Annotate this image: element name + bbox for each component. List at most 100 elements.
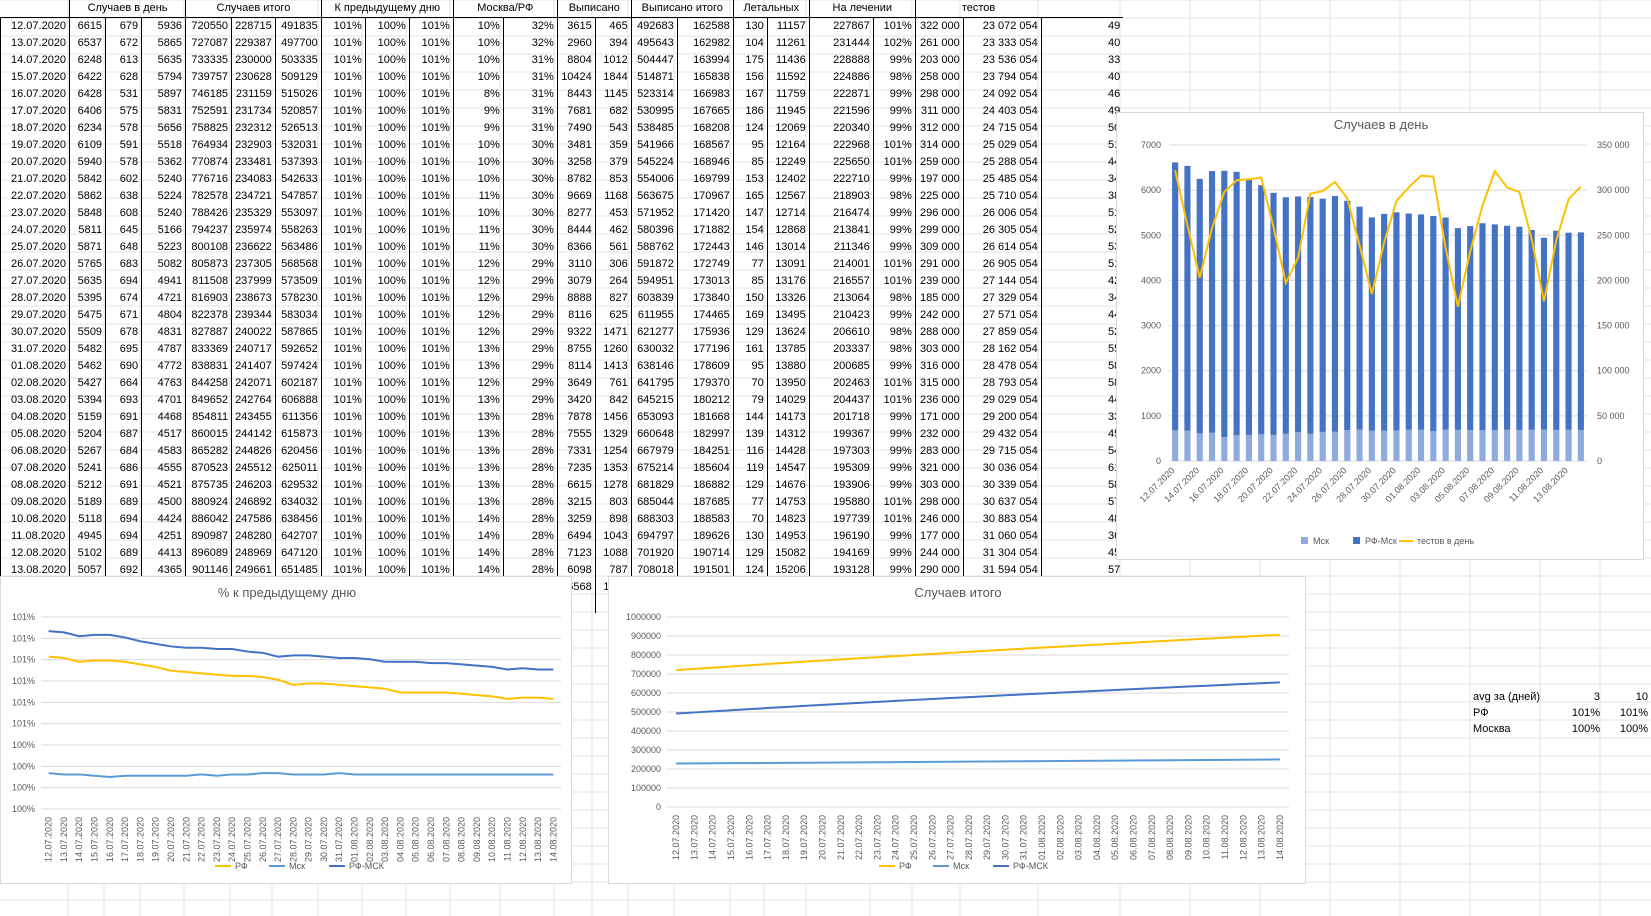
table-cell[interactable]: 101% [408,137,454,154]
table-cell[interactable]: 101% [320,222,366,239]
table-cell[interactable]: 827887 [185,324,232,341]
table-cell[interactable]: 99% [872,443,916,460]
table-cell[interactable]: 602 [105,171,142,188]
table-cell[interactable]: 4804 [141,307,186,324]
table-cell[interactable]: 833369 [185,341,232,358]
table-cell[interactable]: 553097 [274,205,322,222]
table-cell[interactable]: 5862 [69,188,106,205]
table-cell[interactable]: 197 000 [914,171,964,188]
table-cell[interactable]: 3215 [556,494,596,511]
table-cell[interactable]: 638146 [630,358,678,375]
table-cell[interactable]: 29 029 054 [962,392,1042,409]
table-cell[interactable]: 175936 [676,324,734,341]
table-cell[interactable]: 101% [320,120,366,137]
table-cell[interactable]: 27 859 054 [962,324,1042,341]
table-cell[interactable]: 202463 [808,375,874,392]
table-cell[interactable]: 28% [502,562,558,579]
table-cell[interactable]: 660648 [630,426,678,443]
table-cell[interactable]: 708018 [630,562,678,579]
row-date-cell[interactable]: 24.07.2020 [0,222,70,239]
table-cell[interactable]: 196190 [808,528,874,545]
row-date-cell[interactable]: 18.07.2020 [0,120,70,137]
table-cell[interactable]: 520857 [274,103,322,120]
row-date-cell[interactable]: 11.08.2020 [0,528,70,545]
table-cell[interactable]: 246203 [231,477,276,494]
table-cell[interactable]: 100% [364,69,410,86]
table-cell[interactable]: 5394 [69,392,106,409]
table-cell[interactable]: 200685 [808,358,874,375]
table-cell[interactable]: 9% [452,120,504,137]
table-cell[interactable]: 4500 [141,494,186,511]
table-cell[interactable]: 95 [732,358,768,375]
table-cell[interactable]: 575 [105,103,142,120]
table-cell[interactable]: 101% [408,409,454,426]
table-cell[interactable]: 100% [364,188,410,205]
table-cell[interactable]: 101% [408,375,454,392]
table-cell[interactable]: 860015 [185,426,232,443]
table-cell[interactable]: 541966 [630,137,678,154]
table-cell[interactable]: 3649 [556,375,596,392]
table-cell[interactable]: 101% [320,290,366,307]
table-cell[interactable]: 194169 [808,545,874,562]
table-cell[interactable]: 5118 [69,511,106,528]
table-cell[interactable]: 25 029 054 [962,137,1042,154]
table-cell[interactable]: 739757 [185,69,232,86]
table-cell[interactable]: 4517 [141,426,186,443]
table-cell[interactable]: 185 000 [914,290,964,307]
table-cell[interactable]: 563675 [630,188,678,205]
table-cell[interactable]: 30% [502,154,558,171]
table-cell[interactable]: 5189 [69,494,106,511]
table-cell[interactable]: 896089 [185,545,232,562]
table-cell[interactable]: 234083 [231,171,276,188]
table-cell[interactable]: 101% [320,188,366,205]
row-date-cell[interactable]: 21.07.2020 [0,171,70,188]
table-cell[interactable]: 32% [502,17,558,35]
table-cell[interactable]: 645215 [630,392,678,409]
table-cell[interactable]: 101% [408,222,454,239]
table-cell[interactable]: 104 [732,35,768,52]
table-cell[interactable]: 100% [364,307,410,324]
table-cell[interactable]: 5811 [69,222,106,239]
table-cell[interactable]: 240022 [231,324,276,341]
table-cell[interactable]: 213064 [808,290,874,307]
table-cell[interactable]: 166983 [676,86,734,103]
table-cell[interactable]: 101% [872,154,916,171]
row-date-cell[interactable]: 16.07.2020 [0,86,70,103]
table-cell[interactable]: 101% [408,528,454,545]
row-date-cell[interactable]: 31.07.2020 [0,341,70,358]
table-cell[interactable]: 8888 [556,290,596,307]
table-cell[interactable]: 359 [594,137,632,154]
table-cell[interactable]: 530995 [630,103,678,120]
table-cell[interactable]: 5362 [141,154,186,171]
table-cell[interactable]: 144 [732,409,768,426]
table-cell[interactable]: 8366 [556,239,596,256]
table-cell[interactable]: 686 [105,460,142,477]
table-cell[interactable]: 102% [872,35,916,52]
table-cell[interactable]: 1043 [594,528,632,545]
table-cell[interactable]: 100% [364,239,410,256]
table-cell[interactable]: 6248 [69,52,106,69]
table-cell[interactable]: 100% [364,154,410,171]
table-cell[interactable]: 101% [320,443,366,460]
table-cell[interactable]: 870523 [185,460,232,477]
table-cell[interactable]: 886042 [185,511,232,528]
table-cell[interactable]: 681829 [630,477,678,494]
table-cell[interactable]: 100% [364,256,410,273]
table-cell[interactable]: 23 794 054 [962,69,1042,86]
table-cell[interactable]: 13950 [766,375,810,392]
table-cell[interactable]: 162588 [676,17,734,35]
table-cell[interactable]: 10% [452,171,504,188]
table-cell[interactable]: 6428 [69,86,106,103]
table-cell[interactable]: 237305 [231,256,276,273]
table-cell[interactable]: 101% [408,171,454,188]
row-date-cell[interactable]: 04.08.2020 [0,409,70,426]
table-cell[interactable]: 5897 [141,86,186,103]
table-cell[interactable]: 12% [452,307,504,324]
table-cell[interactable]: 5427 [69,375,106,392]
table-cell[interactable]: 42 [1040,273,1124,290]
table-cell[interactable]: 188583 [676,511,734,528]
table-cell[interactable]: 28% [502,545,558,562]
row-date-cell[interactable]: 10.08.2020 [0,511,70,528]
table-cell[interactable]: 100% [364,409,410,426]
table-cell[interactable]: 7235 [556,460,596,477]
